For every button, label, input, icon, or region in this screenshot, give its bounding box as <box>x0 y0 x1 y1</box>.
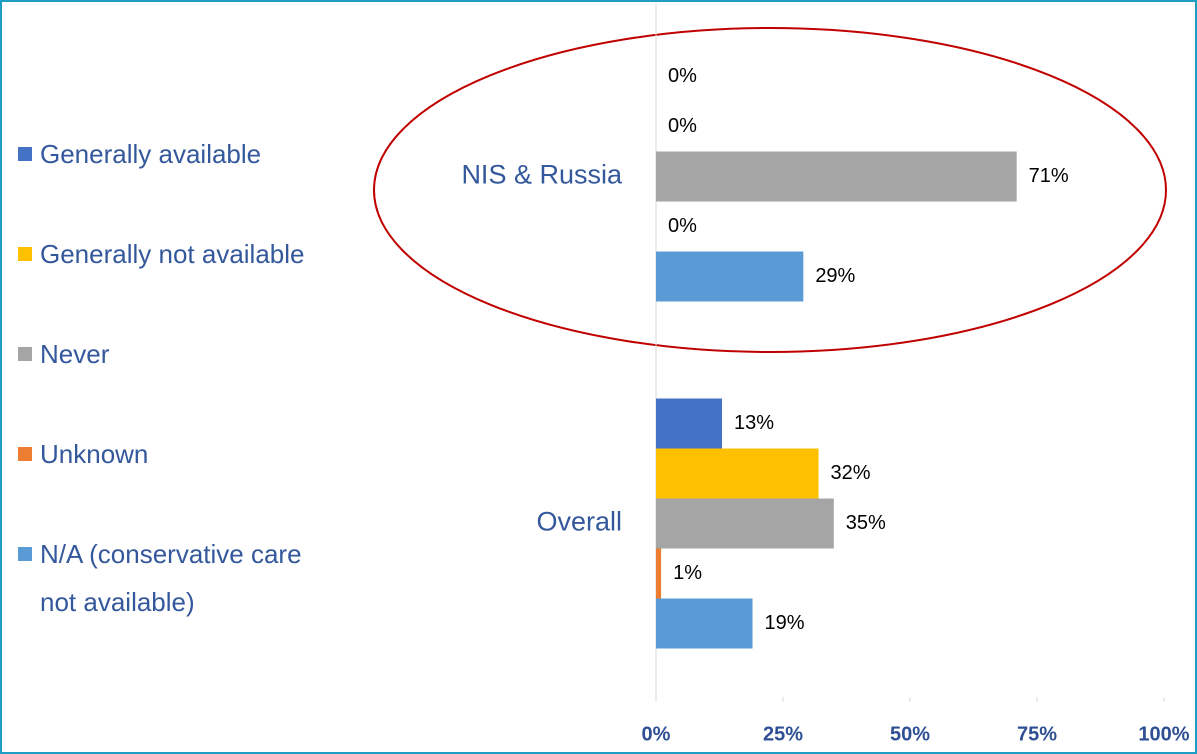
x-tick-label: 75% <box>1017 723 1057 745</box>
bar <box>656 548 662 599</box>
legend-swatch <box>18 347 32 361</box>
category-label: Overall <box>536 507 622 537</box>
legend-swatch <box>18 147 32 161</box>
value-label: 71% <box>1029 165 1069 187</box>
legend-swatch <box>18 247 32 261</box>
bar <box>656 151 1017 202</box>
highlight-ellipse <box>373 27 1167 353</box>
value-label: 1% <box>673 562 702 584</box>
legend-item: Never <box>18 330 340 378</box>
value-label: 35% <box>846 512 886 534</box>
legend-label: Generally not available <box>40 239 305 269</box>
legend-item: Generally available <box>18 130 340 178</box>
legend-label: N/A (conservative care not available) <box>40 539 302 617</box>
legend-item: Unknown <box>18 430 340 478</box>
value-label: 0% <box>668 215 697 237</box>
bar <box>656 598 753 649</box>
value-label: 0% <box>668 115 697 137</box>
value-label: 32% <box>831 462 871 484</box>
bar <box>656 398 723 449</box>
value-label: 13% <box>734 412 774 434</box>
x-tick-label: 50% <box>890 723 930 745</box>
legend-item: N/A (conservative care not available) <box>18 530 340 626</box>
legend-swatch <box>18 447 32 461</box>
legend-label: Never <box>40 339 110 369</box>
value-label: 29% <box>815 265 855 287</box>
value-label: 19% <box>765 612 805 634</box>
bar <box>656 251 804 302</box>
x-tick-label: 25% <box>763 723 803 745</box>
bar <box>656 498 834 549</box>
legend-label: Unknown <box>40 439 149 469</box>
legend-swatch <box>18 547 32 561</box>
x-tick-label: 0% <box>642 723 671 745</box>
bar <box>656 448 819 499</box>
category-label: NIS & Russia <box>461 160 623 190</box>
value-label: 0% <box>668 65 697 87</box>
legend-item: Generally not available <box>18 230 340 278</box>
x-tick-label: 100% <box>1138 723 1189 745</box>
legend-label: Generally available <box>40 139 262 169</box>
